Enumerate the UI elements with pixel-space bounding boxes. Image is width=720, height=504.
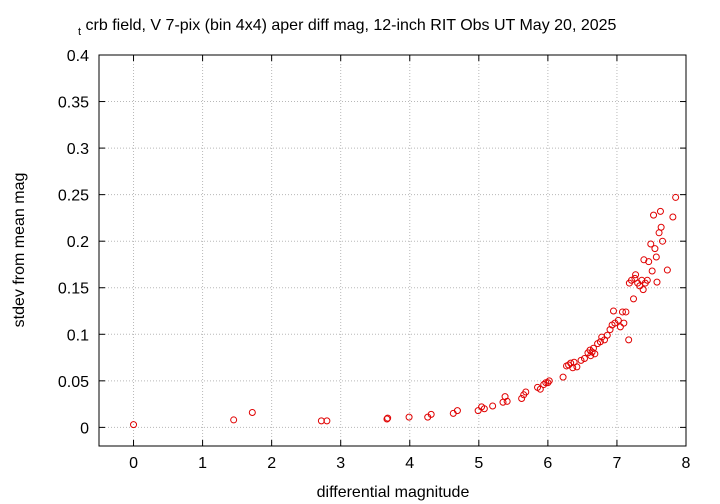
x-tick-label: 7: [612, 455, 621, 472]
data-point: [659, 237, 667, 245]
y-tick-label: 0.05: [58, 374, 89, 391]
x-tick-label: 4: [405, 455, 414, 472]
data-point: [650, 211, 658, 219]
y-tick-label: 0.25: [58, 188, 89, 205]
data-point: [544, 379, 552, 387]
data-point: [639, 286, 647, 294]
data-point: [648, 267, 656, 275]
data-point: [627, 276, 635, 284]
data-point: [618, 308, 626, 316]
data-point: [653, 278, 661, 286]
title-subscript: t: [78, 26, 81, 38]
data-point: [518, 395, 526, 403]
data-point: [656, 207, 664, 215]
plot-frame: [98, 54, 687, 447]
data-point: [405, 413, 413, 421]
x-tick-label: 2: [267, 455, 276, 472]
data-point: [669, 213, 677, 221]
data-point: [663, 266, 671, 274]
data-point: [323, 417, 331, 425]
data-point: [573, 363, 581, 371]
data-point: [614, 316, 622, 324]
x-tick-label: 5: [474, 455, 483, 472]
data-point: [559, 373, 567, 381]
data-point: [640, 256, 648, 264]
y-tick-label: 0.1: [67, 327, 89, 344]
data-point: [480, 405, 488, 413]
data-point: [130, 421, 138, 429]
data-point: [647, 240, 655, 248]
data-point: [522, 388, 530, 396]
data-point: [645, 258, 653, 266]
x-tick-label: 1: [198, 455, 207, 472]
x-tick-label: 6: [543, 455, 552, 472]
y-tick-label: 0.3: [67, 141, 89, 158]
y-tick-label: 0.15: [58, 281, 89, 298]
data-point: [580, 354, 588, 362]
data-points: [130, 193, 680, 429]
data-point: [622, 308, 630, 316]
data-point: [545, 377, 553, 385]
data-point: [630, 295, 638, 303]
x-tick-label: 8: [682, 455, 691, 472]
y-tick-label: 0.35: [58, 95, 89, 112]
data-point: [248, 408, 256, 416]
data-point: [427, 410, 435, 418]
data-point: [616, 323, 624, 331]
x-axis-label: differential magnitude: [317, 484, 470, 501]
data-point: [383, 415, 391, 423]
data-point: [542, 379, 550, 387]
data-point: [643, 276, 651, 284]
data-point: [577, 356, 585, 364]
grid: [99, 55, 686, 446]
data-point: [651, 245, 659, 253]
ticks: 0 1 2 3 4 5 6 7 8 0 0.05 0.1 0.15 0.2 0.25 0.3 0.35 0.4: [58, 48, 691, 472]
data-point: [672, 193, 680, 201]
data-point: [384, 414, 392, 422]
data-point: [587, 352, 595, 360]
y-tick-label: 0.4: [67, 48, 89, 65]
x-tick-label: 3: [336, 455, 345, 472]
data-point: [536, 385, 544, 393]
data-point: [453, 407, 461, 415]
y-tick-label: 0: [80, 420, 89, 437]
data-point: [474, 407, 482, 415]
chart-title: t crb field, V 7-pix (bin 4x4) aper diff…: [78, 17, 617, 39]
data-point: [230, 416, 238, 424]
data-point: [603, 331, 611, 339]
data-point: [609, 307, 617, 315]
data-point: [632, 271, 640, 279]
title-main: crb field, V 7-pix (bin 4x4) aper diff m…: [86, 17, 617, 34]
data-point: [489, 402, 497, 410]
y-tick-label: 0.2: [67, 234, 89, 251]
x-tick-label: 0: [129, 455, 138, 472]
data-point: [591, 350, 599, 358]
data-point: [625, 336, 633, 344]
data-point: [652, 253, 660, 261]
data-point: [596, 338, 604, 346]
y-axis-label: stdev from mean mag: [11, 173, 28, 328]
data-point: [657, 223, 665, 231]
data-point: [540, 381, 548, 389]
data-point: [620, 319, 628, 327]
data-point: [503, 397, 511, 405]
